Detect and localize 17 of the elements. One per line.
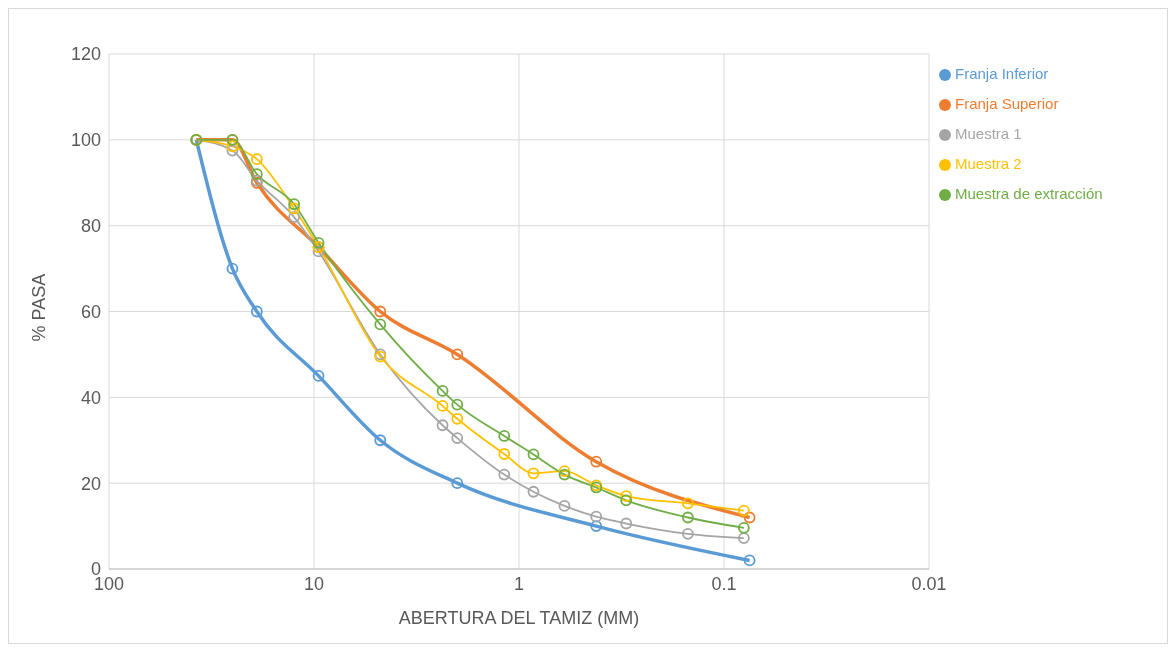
x-tick-label: 0.1 [711,573,737,594]
y-tick-label: 100 [70,130,101,151]
legend-label: Franja Inferior [955,65,1049,82]
y-tick-label: 40 [80,387,101,408]
y-tick-label: 80 [80,216,101,237]
x-axis-title: ABERTURA DEL TAMIZ (MM) [398,608,640,628]
y-tick-label: 120 [70,44,101,65]
x-tick-label: 1 [513,573,525,594]
legend-label: Muestra de extracción [955,185,1103,202]
legend-label: Muestra 2 [955,155,1022,172]
legend-label: Franja Superior [955,95,1059,112]
y-tick-label: 60 [80,301,101,322]
y-tick-label: 20 [80,473,101,494]
x-tick-label: 0.01 [911,573,947,594]
y-axis-title: % PASA [29,273,50,342]
x-tick-label: 10 [303,573,325,594]
legend-label: Muestra 1 [955,125,1022,142]
